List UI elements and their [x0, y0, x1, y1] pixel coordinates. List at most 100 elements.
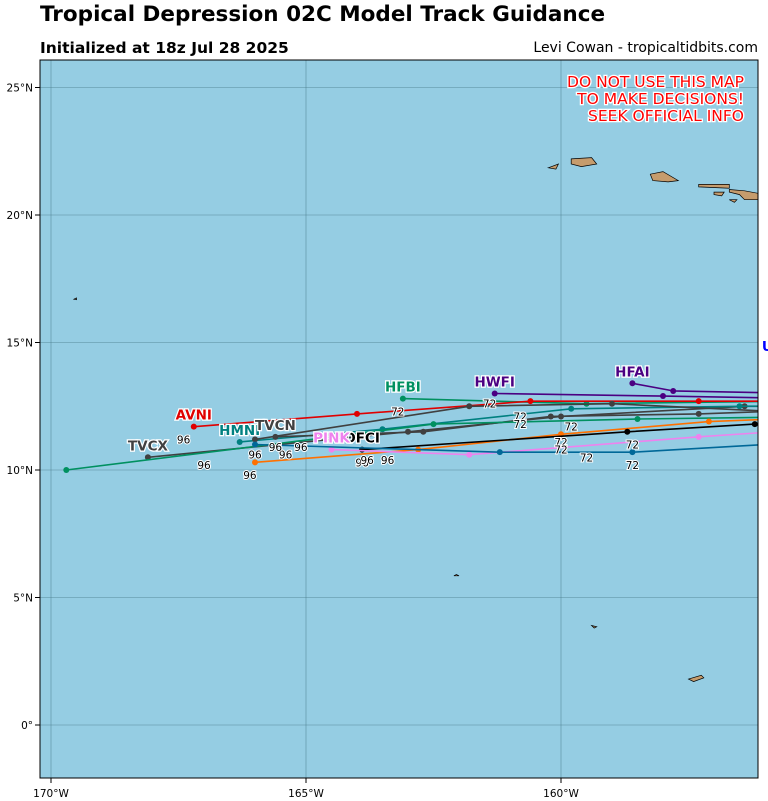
- model-label-pink: PINK: [313, 431, 350, 447]
- track-point: [252, 436, 258, 443]
- track-point: [609, 400, 615, 407]
- map-frame: [39, 59, 759, 779]
- lat-tick-label: 5°N: [13, 593, 33, 605]
- lon-tick-label: 165°W: [288, 788, 324, 800]
- track-point: [695, 398, 702, 405]
- track-point: [491, 390, 498, 397]
- island-lanai: [713, 191, 725, 197]
- credit-text: Levi Cowan - tropicaltidbits.com: [533, 40, 758, 56]
- model-label-hmni: HMNI: [219, 423, 260, 439]
- model-label-hwfi: HWFI: [474, 375, 514, 391]
- lon-tick-label: 160°W: [543, 788, 579, 800]
- model-label-ofci: OFCI: [344, 431, 380, 447]
- hour-label: 72: [565, 422, 578, 434]
- hour-label: 96: [355, 457, 369, 469]
- hour-label: 72: [554, 437, 567, 449]
- track-point: [670, 387, 677, 394]
- track-point: [420, 428, 427, 435]
- track-point: [252, 459, 258, 466]
- island-kauai: [570, 157, 598, 167]
- model-tracks: [63, 380, 768, 473]
- track-point: [63, 467, 70, 473]
- track-point: [629, 380, 636, 387]
- warning-line-1: DO NOT USE THIS MAP: [567, 73, 744, 91]
- track-point: [328, 446, 335, 453]
- lon-tick-label: 170°W: [33, 788, 69, 800]
- track-point: [736, 403, 743, 410]
- track-point: [190, 423, 197, 430]
- track-point: [695, 410, 702, 417]
- model-label-tvcx: TVCX: [128, 438, 169, 454]
- island-oahu: [649, 171, 680, 183]
- hour-label: 96: [361, 455, 375, 467]
- island-palmyra: [453, 574, 460, 577]
- hour-label: 96: [197, 460, 211, 472]
- hour-label: 72: [580, 452, 593, 464]
- track-orng: [254, 418, 758, 464]
- lat-tick-label: 10°N: [7, 465, 33, 477]
- track-point: [762, 442, 768, 448]
- island-maui: [728, 189, 758, 201]
- hour-label: 96: [381, 455, 395, 467]
- track-point: [496, 449, 503, 456]
- island-tabuaeran: [590, 624, 598, 629]
- hour-label: 96: [243, 470, 257, 482]
- track-hfbi: [402, 397, 758, 405]
- island-kahoolawe: [729, 199, 738, 203]
- lat-tick-label: 20°N: [7, 210, 33, 222]
- track-hwfi: [494, 392, 758, 399]
- map-title: Tropical Depression 02C Model Track Guid…: [40, 2, 606, 27]
- hour-label: 96: [294, 442, 308, 454]
- axis-tick-labels: 170°W165°W160°W155°W150°W145°W25°N20°N15…: [7, 83, 580, 801]
- model-label-hfai: HFAI: [615, 364, 649, 380]
- track-tvcn: [275, 410, 758, 438]
- hour-label: 96: [279, 450, 293, 462]
- track-point: [466, 403, 473, 410]
- hour-label: 96: [248, 450, 262, 462]
- model-label-ukxi: UKXI: [762, 339, 768, 355]
- model-label-hfbi: HFBI: [385, 380, 421, 396]
- track-point: [660, 393, 666, 400]
- track-point: [527, 398, 534, 405]
- init-time-subtitle: Initialized at 18z Jul 28 2025: [40, 39, 289, 57]
- hour-label: 72: [626, 440, 639, 452]
- hour-label: 96: [177, 434, 191, 446]
- warning-line-3: SEEK OFFICIAL INFO: [588, 107, 744, 125]
- hour-label: 72: [626, 460, 639, 472]
- track-point: [354, 410, 360, 417]
- track-point: [252, 441, 258, 448]
- islands: [72, 157, 768, 682]
- forecast-hour-labels: 2448727296969672964848484848484848242424…: [176, 398, 640, 483]
- hour-label: 72: [514, 411, 527, 423]
- track-point: [634, 416, 641, 422]
- island-hawaii: [762, 209, 768, 242]
- hour-label: 72: [514, 419, 527, 431]
- model-label-avni: AVNI: [176, 408, 212, 424]
- track-point: [705, 418, 712, 425]
- track-point: [629, 449, 636, 456]
- track-avni: [193, 400, 758, 428]
- model-label-tvcn: TVCN: [255, 418, 296, 434]
- track-point: [399, 395, 406, 402]
- track-point: [430, 421, 437, 428]
- track-point: [624, 428, 631, 435]
- hour-label: 72: [391, 406, 404, 418]
- track-point: [568, 405, 575, 412]
- track-point: [547, 413, 554, 420]
- hour-label: 72: [483, 399, 496, 411]
- warning-line-2: TO MAKE DECISIONS!: [576, 90, 744, 108]
- island-kiritimati: [687, 674, 705, 682]
- island-johnston: [72, 297, 77, 301]
- island-molokai: [698, 184, 730, 189]
- track-point: [236, 438, 243, 445]
- lat-tick-label: 0°: [21, 720, 33, 732]
- grid-lines: [40, 60, 758, 778]
- track-point: [751, 421, 758, 428]
- lat-tick-label: 25°N: [7, 83, 33, 95]
- track-point: [695, 433, 702, 440]
- track-point: [144, 454, 151, 461]
- island-niihau: [546, 163, 560, 170]
- track-point: [466, 451, 473, 458]
- hour-label: 96: [269, 442, 283, 454]
